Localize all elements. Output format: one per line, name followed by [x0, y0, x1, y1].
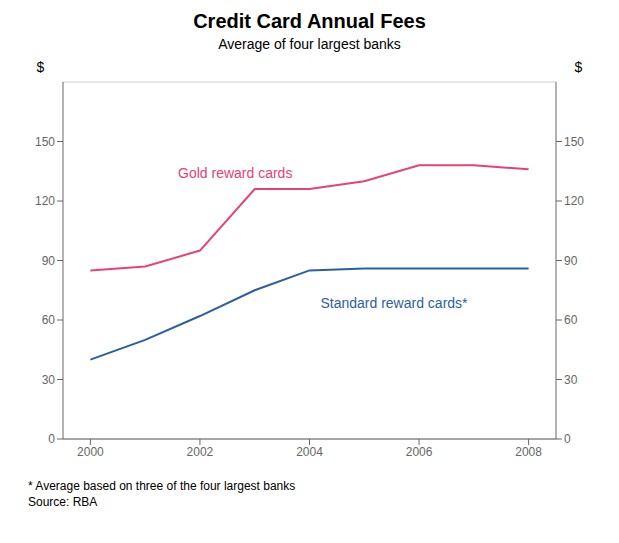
svg-text:2000: 2000 — [77, 445, 104, 459]
svg-text:2004: 2004 — [296, 445, 323, 459]
svg-text:90: 90 — [42, 254, 56, 268]
svg-text:90: 90 — [564, 254, 578, 268]
svg-text:150: 150 — [564, 135, 584, 149]
svg-text:Gold reward cards: Gold reward cards — [178, 165, 292, 181]
svg-text:30: 30 — [42, 373, 56, 387]
html-text:Average of four largest banks: Average of four largest banks — [218, 36, 401, 52]
html-text:* Average based on three of th: * Average based on three of the four lar… — [28, 479, 296, 493]
svg-text:0: 0 — [48, 432, 55, 446]
html-text:Source: RBA: Source: RBA — [28, 495, 98, 509]
svg-text:2006: 2006 — [406, 445, 433, 459]
svg-text:60: 60 — [564, 313, 578, 327]
svg-text:120: 120 — [564, 194, 584, 208]
svg-text:30: 30 — [564, 373, 578, 387]
svg-text:120: 120 — [35, 194, 55, 208]
svg-text:$: $ — [575, 59, 583, 75]
svg-text:60: 60 — [42, 313, 56, 327]
svg-text:150: 150 — [35, 135, 55, 149]
svg-text:Standard reward cards*: Standard reward cards* — [320, 295, 468, 311]
svg-text:2008: 2008 — [515, 445, 542, 459]
svg-text:$: $ — [37, 59, 45, 75]
svg-text:0: 0 — [564, 432, 571, 446]
html-text:Credit Card Annual Fees: Credit Card Annual Fees — [193, 10, 426, 32]
svg-text:2002: 2002 — [187, 445, 214, 459]
